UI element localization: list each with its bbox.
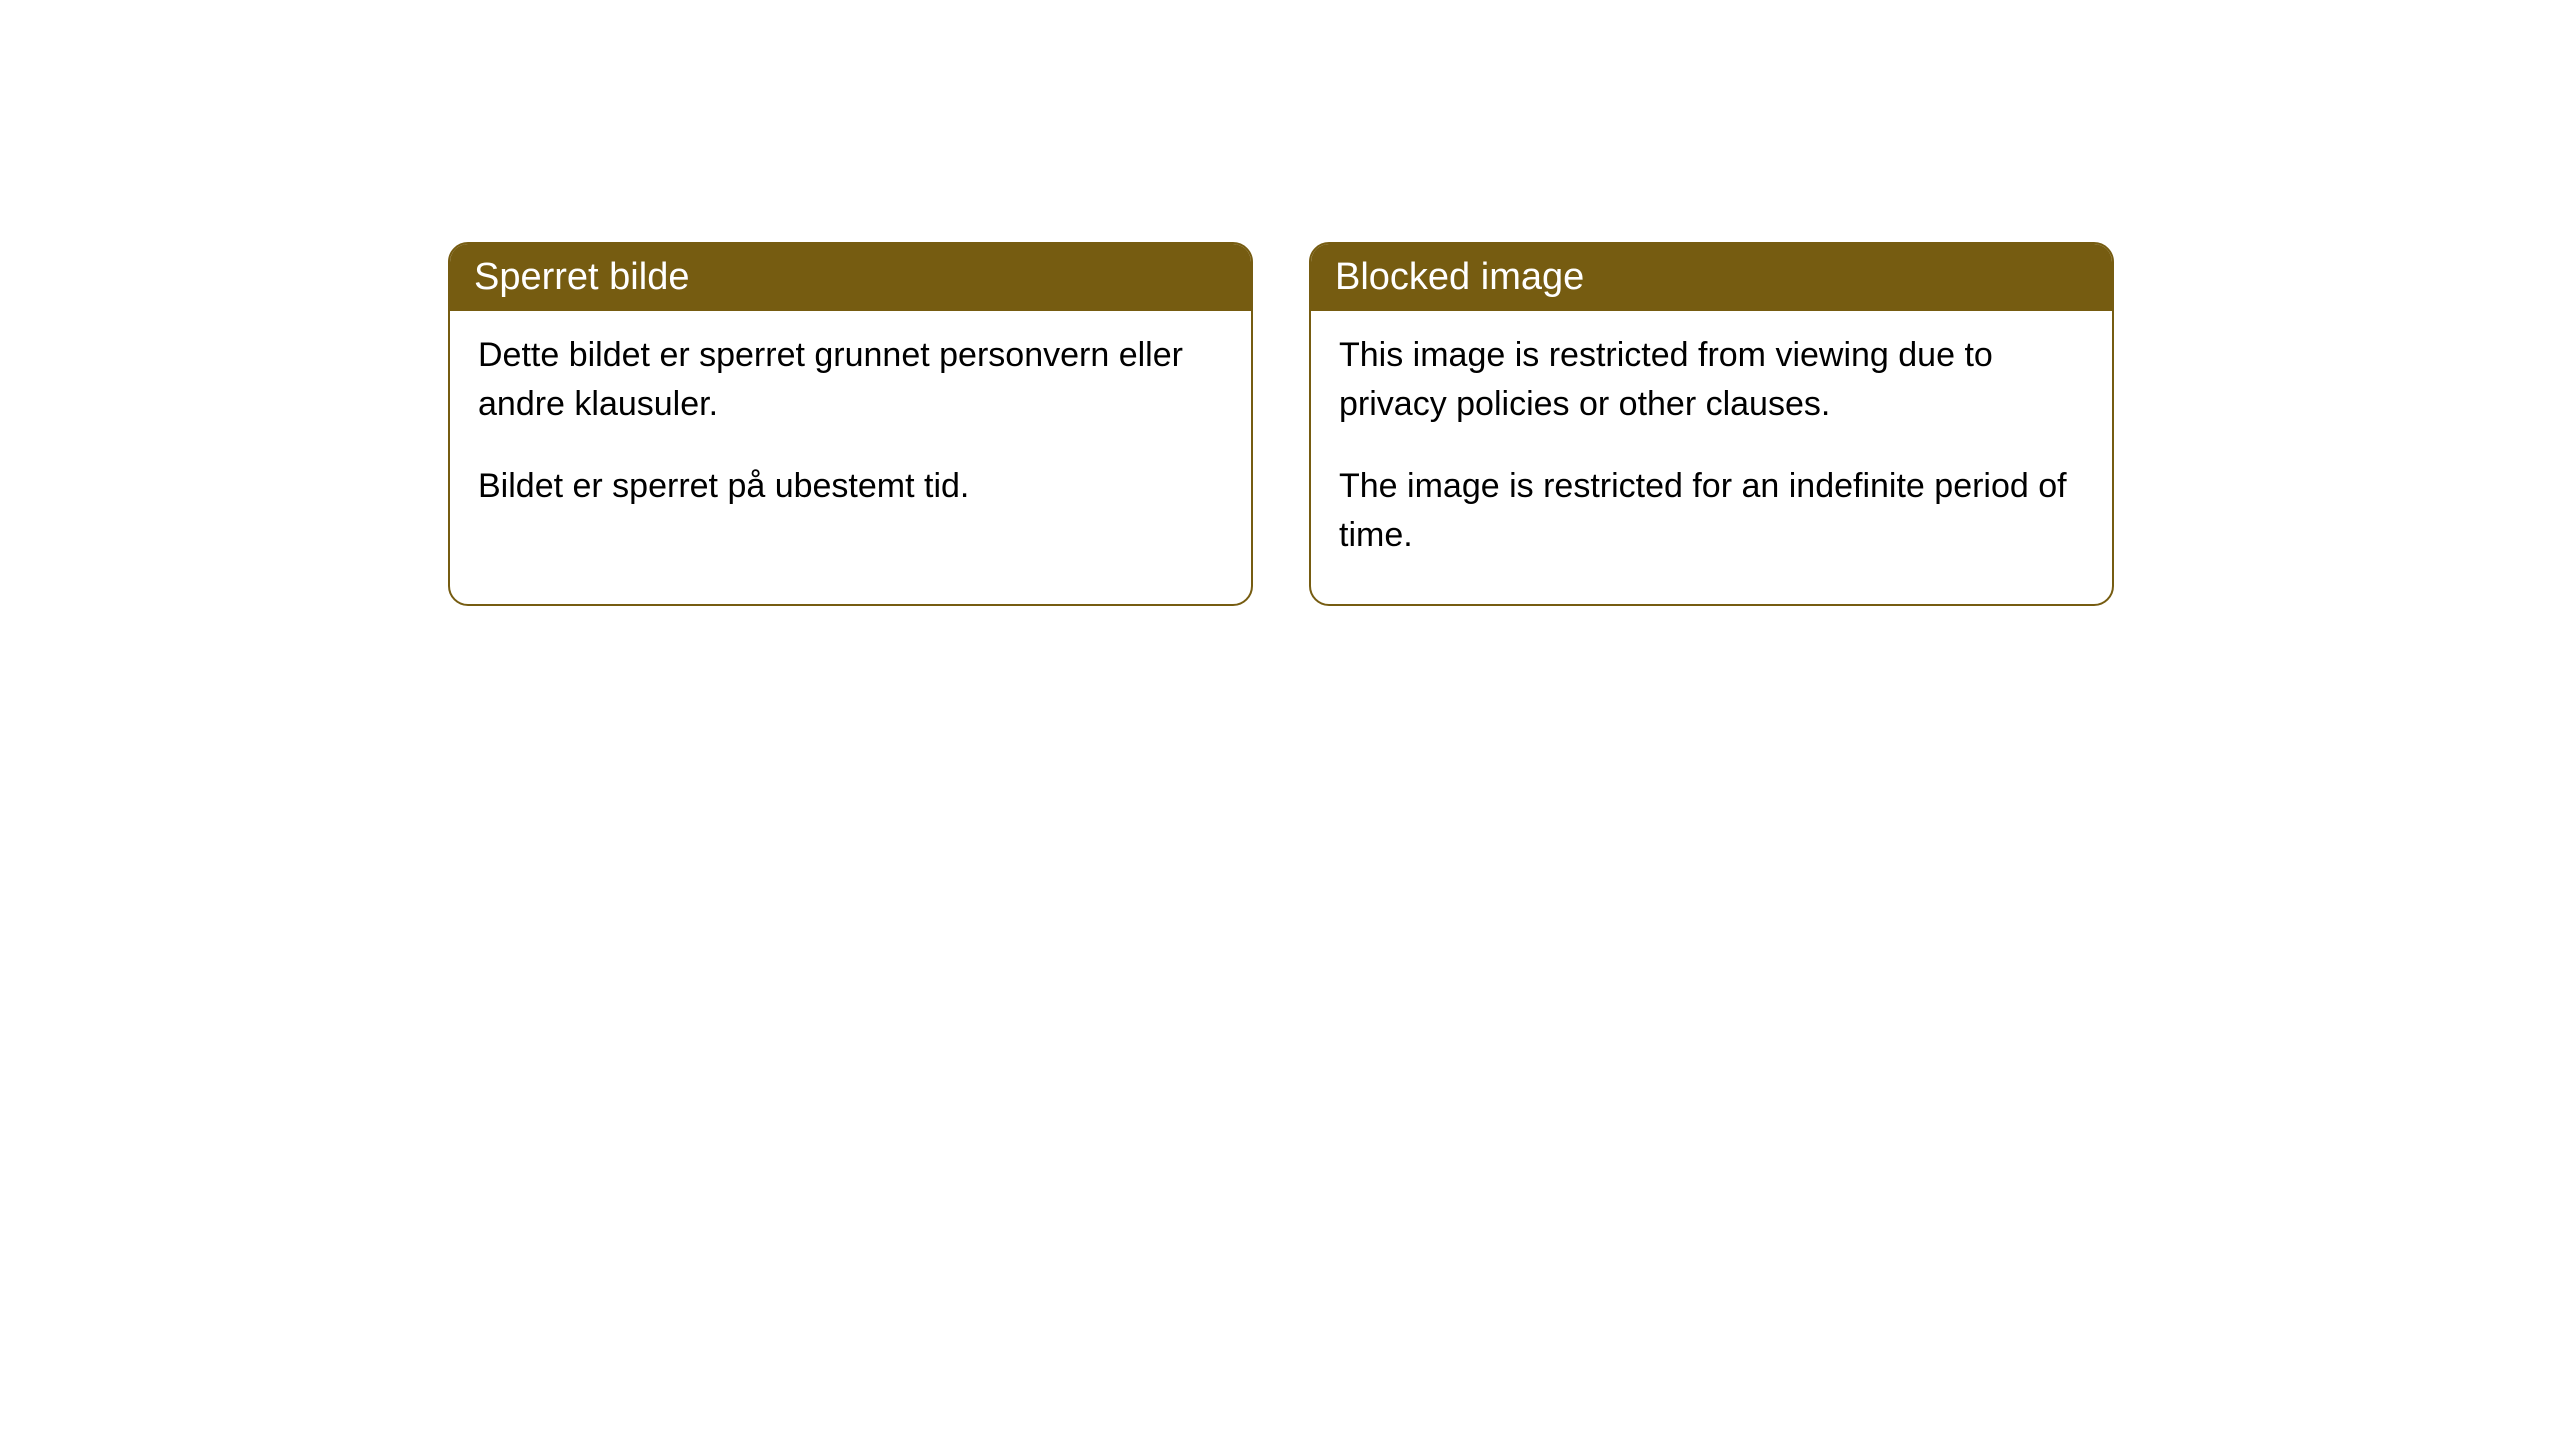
notice-header: Blocked image (1311, 244, 2112, 311)
notice-body: This image is restricted from viewing du… (1311, 311, 2112, 604)
notice-paragraph-2: The image is restricted for an indefinit… (1339, 462, 2084, 561)
notice-container: Sperret bilde Dette bildet er sperret gr… (448, 242, 2114, 606)
notice-card-english: Blocked image This image is restricted f… (1309, 242, 2114, 606)
notice-paragraph-1: Dette bildet er sperret grunnet personve… (478, 331, 1223, 430)
notice-paragraph-2: Bildet er sperret på ubestemt tid. (478, 462, 1223, 511)
notice-card-norwegian: Sperret bilde Dette bildet er sperret gr… (448, 242, 1253, 606)
notice-body: Dette bildet er sperret grunnet personve… (450, 311, 1251, 555)
notice-header: Sperret bilde (450, 244, 1251, 311)
notice-paragraph-1: This image is restricted from viewing du… (1339, 331, 2084, 430)
